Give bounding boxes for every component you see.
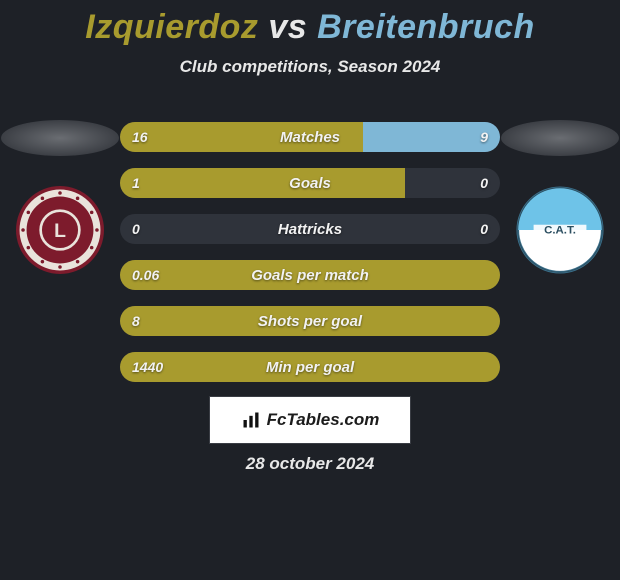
stat-row: 169Matches (120, 122, 500, 152)
stat-bars: 169Matches 10Goals 00Hattricks 0.06Goals pe… (120, 122, 500, 398)
stat-row: 1440Min per goal (120, 352, 500, 382)
footer-date: 28 october 2024 (0, 454, 620, 474)
source-badge: FcTables.com (209, 396, 411, 444)
stat-row: 0.06Goals per match (120, 260, 500, 290)
stat-row: 00Hattricks (120, 214, 500, 244)
club-badge-right: C.A.T. (516, 186, 604, 274)
stat-label: Matches (120, 122, 500, 152)
source-text: FcTables.com (267, 410, 380, 430)
subtitle: Club competitions, Season 2024 (0, 57, 620, 77)
stat-row: 8Shots per goal (120, 306, 500, 336)
stat-label: Min per goal (120, 352, 500, 382)
svg-text:L: L (54, 220, 66, 242)
stat-label: Goals per match (120, 260, 500, 290)
player-right-silhouette (501, 120, 619, 156)
stat-label: Hattricks (120, 214, 500, 244)
title-vs: vs (268, 8, 307, 46)
player-right-column: C.A.T. (500, 120, 620, 274)
player-left-column: L (0, 120, 120, 274)
player1-name: Izquierdoz (85, 8, 258, 46)
chart-icon (241, 410, 261, 430)
player2-name: Breitenbruch (317, 8, 535, 46)
player-left-silhouette (1, 120, 119, 156)
comparison-title: Izquierdoz vs Breitenbruch (0, 0, 620, 47)
infographic-root: Izquierdoz vs Breitenbruch Club competit… (0, 0, 620, 580)
club-badge-left-icon: L (16, 186, 104, 274)
svg-text:C.A.T.: C.A.T. (544, 225, 576, 237)
stat-label: Goals (120, 168, 500, 198)
club-badge-left: L (16, 186, 104, 274)
stat-row: 10Goals (120, 168, 500, 198)
club-badge-right-icon: C.A.T. (516, 186, 604, 274)
stat-label: Shots per goal (120, 306, 500, 336)
